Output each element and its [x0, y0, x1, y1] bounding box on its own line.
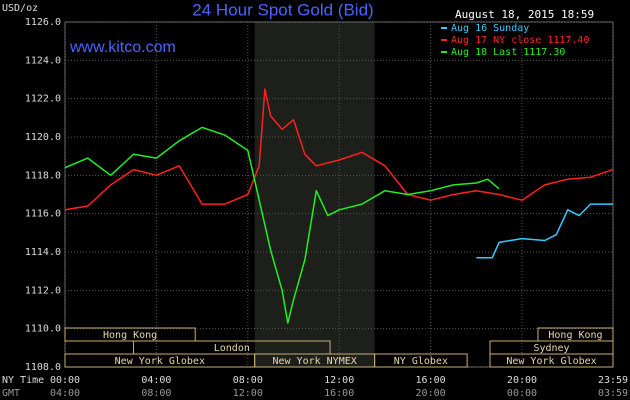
x-axis-label: NY Time [2, 375, 44, 386]
session-label: Hong Kong [548, 330, 602, 341]
y-tick-label: 1108.0 [25, 362, 61, 373]
chart-title: 24 Hour Spot Gold (Bid) [192, 0, 373, 19]
x-tick-label: 00:00 [50, 375, 80, 386]
x2-tick-label: 20:00 [416, 388, 446, 399]
price-line [64, 88, 614, 211]
y-tick-label: 1118.0 [25, 170, 61, 181]
shade-layer [254, 22, 375, 367]
x2-tick-label: 08:00 [141, 388, 171, 399]
y-tick-label: 1112.0 [25, 285, 61, 296]
y-tick-label: 1124.0 [25, 55, 61, 66]
x2-axis-label: GMT [2, 388, 20, 399]
x2-tick-label: 04:00 [50, 388, 80, 399]
y-tick-label: 1126.0 [25, 17, 61, 28]
site: www.kitco.com [69, 39, 176, 56]
legend-label: Aug 16 Sunday [451, 23, 529, 34]
x2-tick-label: 00:00 [507, 388, 537, 399]
x-tick-label: 04:00 [141, 375, 171, 386]
session-label: Sydney [533, 343, 569, 354]
session-bar [489, 353, 614, 368]
session-label: NY Globex [394, 356, 448, 367]
session-bar [64, 327, 196, 342]
x2-tick-label: 03:59 [598, 388, 628, 399]
session-bar [374, 353, 468, 368]
y-tick-label: 1116.0 [25, 209, 61, 220]
session-label: New York Globex [115, 356, 205, 367]
session-shade [254, 22, 375, 367]
session-label: Hong Kong [103, 330, 157, 341]
legend-label: Aug 18 Last 1117.30 [451, 47, 565, 58]
x2-tick-label: 16:00 [324, 388, 354, 399]
x-tick-label: 08:00 [233, 375, 263, 386]
y-tick-label: 1120.0 [25, 132, 61, 143]
price-line [476, 203, 613, 259]
y-tick-label: 1122.0 [25, 94, 61, 105]
legend-label: Aug 17 NY close 1117.40 [451, 35, 589, 46]
y-axis-label: USD/oz [2, 3, 38, 14]
x-tick-label: 20:00 [507, 375, 537, 386]
session-label: New York Globex [506, 356, 596, 367]
session-label: London [214, 343, 250, 354]
x2-tick-label: 12:00 [233, 388, 263, 399]
price-line [64, 126, 500, 324]
y-tick-label: 1110.0 [25, 324, 61, 335]
x-tick-label: 23:59 [598, 375, 628, 386]
session-label: New York NYMEX [272, 356, 356, 367]
x-tick-label: 16:00 [416, 375, 446, 386]
lines-layer [64, 88, 614, 324]
x-tick-label: 12:00 [324, 375, 354, 386]
y-tick-label: 1114.0 [25, 247, 61, 258]
date: August 18, 2015 18:59 [455, 8, 594, 21]
